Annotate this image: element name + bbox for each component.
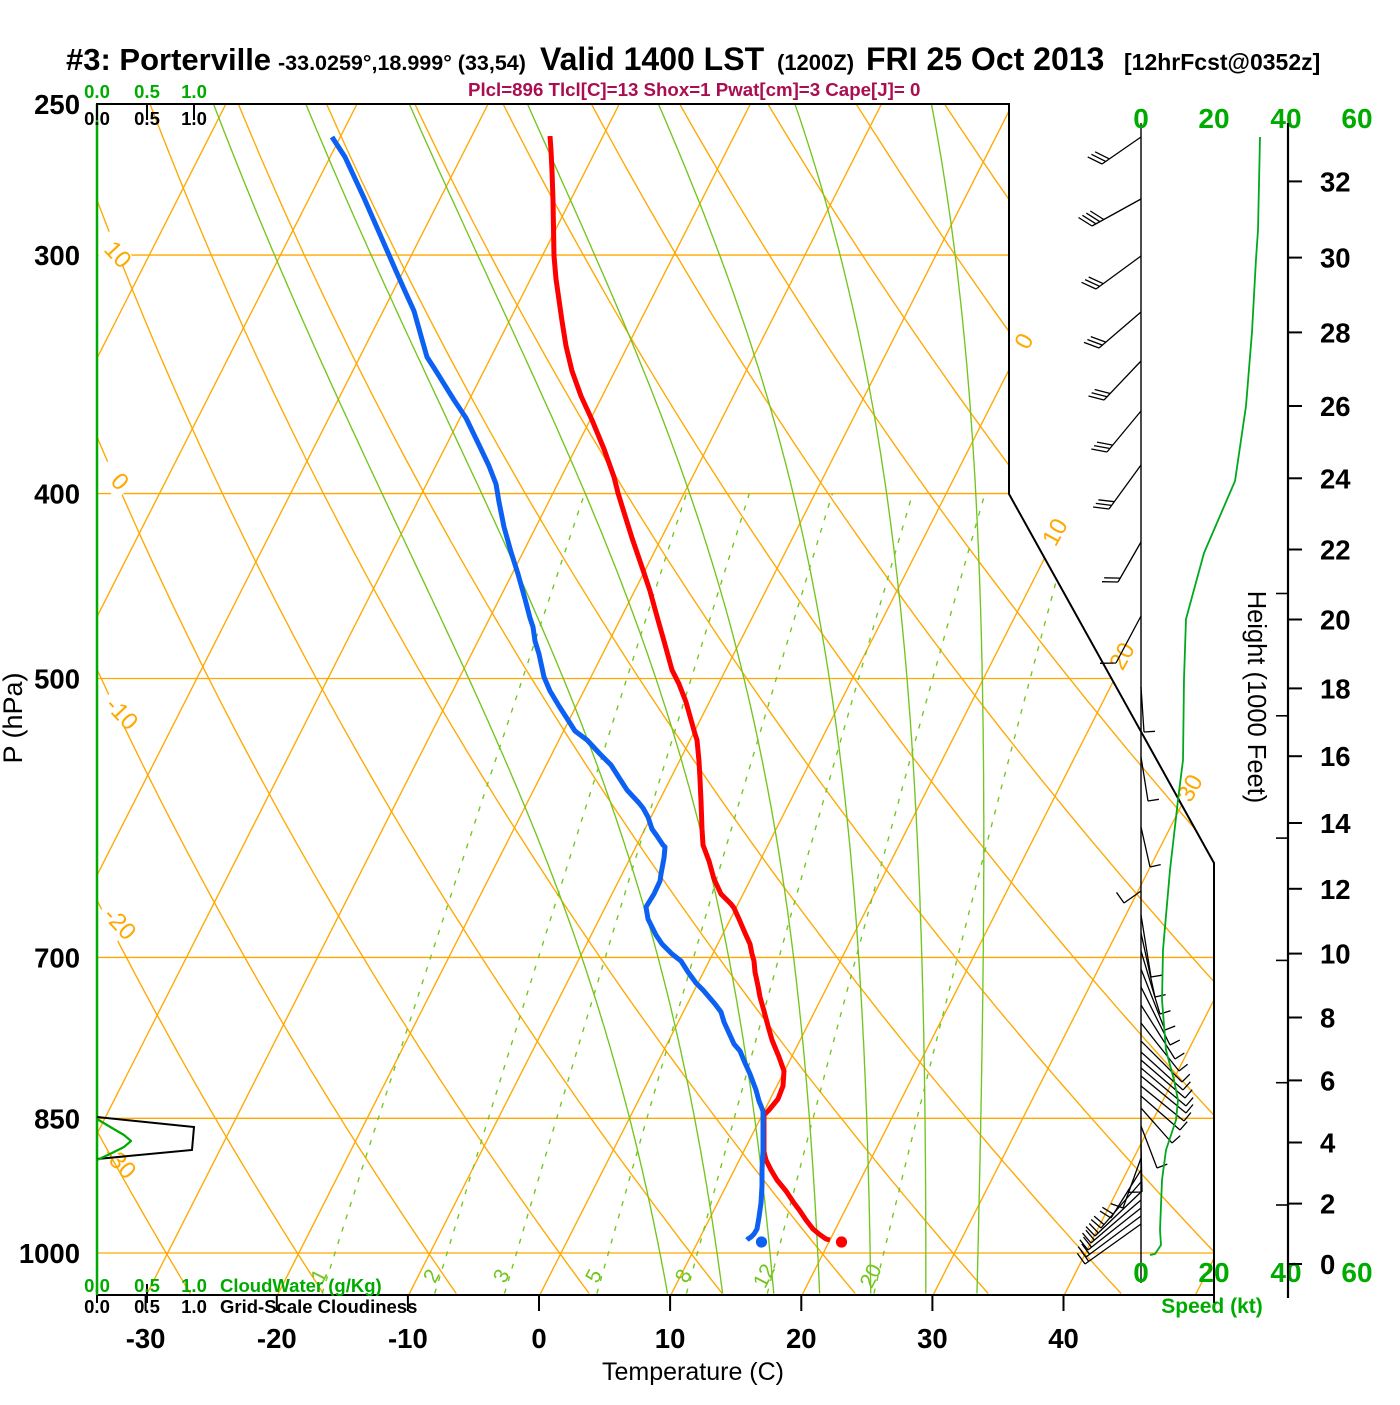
svg-text:20: 20 bbox=[1198, 1257, 1229, 1288]
svg-text:10: 10 bbox=[1320, 939, 1351, 970]
svg-text:40: 40 bbox=[1048, 1323, 1079, 1354]
svg-text:1000: 1000 bbox=[19, 1238, 80, 1269]
svg-text:700: 700 bbox=[34, 942, 80, 973]
svg-text:18: 18 bbox=[1320, 673, 1351, 704]
svg-text:Speed (kt): Speed (kt) bbox=[1161, 1295, 1263, 1318]
svg-text:-33.0259°,18.999° (33,54): -33.0259°,18.999° (33,54) bbox=[278, 51, 526, 75]
svg-text:250: 250 bbox=[34, 89, 80, 120]
svg-text:10: 10 bbox=[655, 1323, 686, 1354]
svg-text:(1200Z): (1200Z) bbox=[777, 50, 854, 75]
svg-text:32: 32 bbox=[1320, 166, 1351, 197]
svg-text:1.0: 1.0 bbox=[181, 108, 207, 129]
svg-text:-10: -10 bbox=[388, 1323, 428, 1354]
svg-text:-20: -20 bbox=[257, 1323, 297, 1354]
svg-text:40: 40 bbox=[1270, 103, 1301, 134]
svg-text:500: 500 bbox=[34, 664, 80, 695]
svg-text:0: 0 bbox=[1133, 1257, 1149, 1288]
svg-text:0.5: 0.5 bbox=[134, 1275, 160, 1296]
svg-text:Temperature (C): Temperature (C) bbox=[602, 1358, 784, 1386]
svg-text:0.0: 0.0 bbox=[84, 108, 110, 129]
svg-text:1.0: 1.0 bbox=[181, 1275, 207, 1296]
svg-text:60: 60 bbox=[1341, 103, 1372, 134]
svg-text:0.0: 0.0 bbox=[84, 1275, 110, 1296]
svg-text:Plcl=896 Tlcl[C]=13 Shox=1 Pwa: Plcl=896 Tlcl[C]=13 Shox=1 Pwat[cm]=3 Ca… bbox=[468, 79, 920, 100]
svg-text:FRI 25 Oct 2013: FRI 25 Oct 2013 bbox=[866, 41, 1104, 77]
svg-text:6: 6 bbox=[1320, 1065, 1335, 1096]
svg-text:20: 20 bbox=[1320, 605, 1351, 636]
svg-text:400: 400 bbox=[34, 479, 80, 510]
svg-text:0.5: 0.5 bbox=[134, 108, 160, 129]
svg-text:300: 300 bbox=[34, 240, 80, 271]
svg-text:P (hPa): P (hPa) bbox=[0, 672, 28, 763]
svg-text:0.5: 0.5 bbox=[134, 81, 160, 102]
svg-text:30: 30 bbox=[917, 1323, 948, 1354]
svg-text:20: 20 bbox=[786, 1323, 817, 1354]
svg-text:1.0: 1.0 bbox=[181, 1296, 207, 1317]
svg-text:-30: -30 bbox=[126, 1323, 166, 1354]
svg-text:8: 8 bbox=[1320, 1003, 1335, 1034]
svg-text:2: 2 bbox=[1320, 1189, 1335, 1220]
svg-text:40: 40 bbox=[1270, 1257, 1301, 1288]
svg-text:12: 12 bbox=[1320, 874, 1351, 905]
svg-text:16: 16 bbox=[1320, 741, 1351, 772]
svg-text:30: 30 bbox=[1320, 243, 1351, 274]
svg-text:26: 26 bbox=[1320, 391, 1351, 422]
svg-text:850: 850 bbox=[34, 1103, 80, 1134]
svg-text:14: 14 bbox=[1320, 808, 1351, 839]
svg-text:#3: Porterville: #3: Porterville bbox=[66, 42, 271, 77]
svg-text:20: 20 bbox=[1198, 103, 1229, 134]
svg-text:0: 0 bbox=[1320, 1249, 1335, 1280]
svg-text:CloudWater (g/Kg): CloudWater (g/Kg) bbox=[220, 1275, 382, 1296]
svg-text:0.0: 0.0 bbox=[84, 81, 110, 102]
svg-text:28: 28 bbox=[1320, 317, 1351, 348]
svg-text:[12hrFcst@0352z]: [12hrFcst@0352z] bbox=[1124, 49, 1320, 75]
svg-text:0.0: 0.0 bbox=[84, 1296, 110, 1317]
svg-text:60: 60 bbox=[1341, 1257, 1372, 1288]
svg-text:4: 4 bbox=[1320, 1128, 1336, 1159]
svg-text:Height (1000 Feet): Height (1000 Feet) bbox=[1242, 591, 1270, 804]
svg-text:22: 22 bbox=[1320, 535, 1351, 566]
svg-text:0: 0 bbox=[1133, 103, 1149, 134]
svg-text:Grid-Scale Cloudiness: Grid-Scale Cloudiness bbox=[220, 1296, 417, 1317]
svg-text:Valid 1400 LST: Valid 1400 LST bbox=[540, 41, 765, 77]
svg-text:24: 24 bbox=[1320, 463, 1351, 494]
svg-text:0: 0 bbox=[531, 1323, 546, 1354]
svg-text:1.0: 1.0 bbox=[181, 81, 207, 102]
svg-text:0.5: 0.5 bbox=[134, 1296, 160, 1317]
